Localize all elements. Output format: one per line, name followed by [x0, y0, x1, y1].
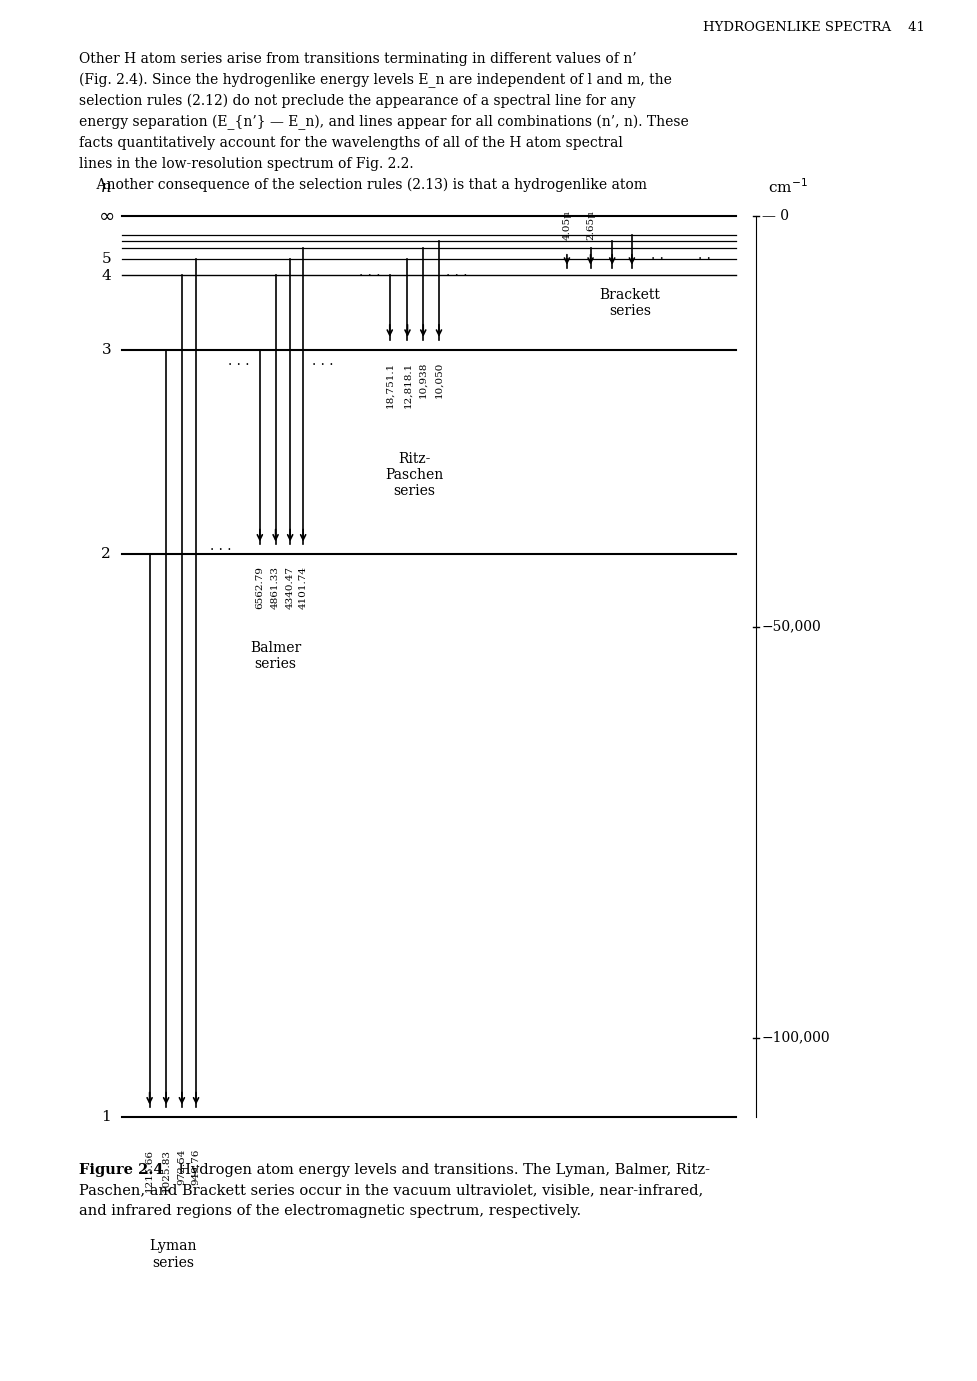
Text: . . .: . . . — [210, 540, 232, 554]
Text: −100,000: −100,000 — [762, 1030, 830, 1044]
Text: Brackett
series: Brackett series — [599, 287, 660, 318]
Text: 6562.79: 6562.79 — [255, 566, 265, 609]
Text: 1: 1 — [102, 1110, 111, 1124]
Text: Lyman
series: Lyman series — [149, 1239, 197, 1269]
Text: Figure 2.4: Figure 2.4 — [79, 1163, 163, 1177]
Text: 1215.66: 1215.66 — [145, 1149, 154, 1192]
Text: 1025.83: 1025.83 — [161, 1149, 171, 1192]
Text: 4.05μ: 4.05μ — [563, 210, 572, 240]
Text: . . .: . . . — [360, 265, 381, 279]
Text: 3: 3 — [102, 342, 111, 356]
Text: 12,818.1: 12,818.1 — [403, 362, 412, 407]
Text: Ritz-
Paschen
series: Ritz- Paschen series — [385, 452, 444, 499]
Text: Hydrogen atom energy levels and transitions. The Lyman, Balmer, Ritz-: Hydrogen atom energy levels and transiti… — [169, 1163, 710, 1177]
Text: . . .: . . . — [229, 355, 250, 369]
Text: 4101.74: 4101.74 — [299, 566, 308, 609]
Text: 10,938: 10,938 — [419, 362, 428, 398]
Text: 972.54: 972.54 — [178, 1149, 187, 1185]
Text: lines in the low-resolution spectrum of Fig. 2.2.: lines in the low-resolution spectrum of … — [79, 156, 413, 171]
Text: (Fig. 2.4). Since the hydrogenlike energy levels E_n are independent of l and m,: (Fig. 2.4). Since the hydrogenlike energ… — [79, 73, 671, 88]
Text: $\infty$: $\infty$ — [98, 207, 114, 225]
Text: — 0: — 0 — [762, 209, 788, 222]
Text: 4340.47: 4340.47 — [285, 566, 295, 609]
Text: HYDROGENLIKE SPECTRA    41: HYDROGENLIKE SPECTRA 41 — [703, 21, 925, 35]
Text: selection rules (2.12) do not preclude the appearance of a spectral line for any: selection rules (2.12) do not preclude t… — [79, 94, 635, 109]
Text: 2: 2 — [102, 547, 111, 561]
Text: Another consequence of the selection rules (2.13) is that a hydrogenlike atom: Another consequence of the selection rul… — [79, 178, 647, 192]
Text: Other H atom series arise from transitions terminating in different values of n’: Other H atom series arise from transitio… — [79, 52, 636, 66]
Text: 2.65μ: 2.65μ — [586, 210, 595, 240]
Text: . . .: . . . — [446, 265, 467, 279]
Text: facts quantitatively account for the wavelengths of all of the H atom spectral: facts quantitatively account for the wav… — [79, 135, 622, 149]
Text: . .: . . — [699, 249, 711, 262]
Text: . .: . . — [651, 249, 663, 262]
Text: 10,050: 10,050 — [435, 362, 444, 398]
Text: Paschen, and Brackett series occur in the vacuum ultraviolet, visible, near-infr: Paschen, and Brackett series occur in th… — [79, 1184, 702, 1197]
Text: energy separation (E_{n’} — E_n), and lines appear for all combinations (n’, n).: energy separation (E_{n’} — E_n), and li… — [79, 115, 689, 130]
Text: 949.76: 949.76 — [191, 1149, 200, 1185]
Text: and infrared regions of the electromagnetic spectrum, respectively.: and infrared regions of the electromagne… — [79, 1203, 580, 1218]
Text: cm$^{-1}$: cm$^{-1}$ — [768, 177, 807, 196]
Text: 18,751.1: 18,751.1 — [385, 362, 394, 407]
Text: −50,000: −50,000 — [762, 620, 822, 634]
Text: . . .: . . . — [312, 355, 333, 369]
Text: 4: 4 — [102, 268, 111, 283]
Text: Balmer
series: Balmer series — [250, 641, 301, 671]
Text: 5: 5 — [102, 253, 111, 267]
Text: 4861.33: 4861.33 — [271, 566, 280, 609]
Text: n: n — [101, 180, 111, 196]
